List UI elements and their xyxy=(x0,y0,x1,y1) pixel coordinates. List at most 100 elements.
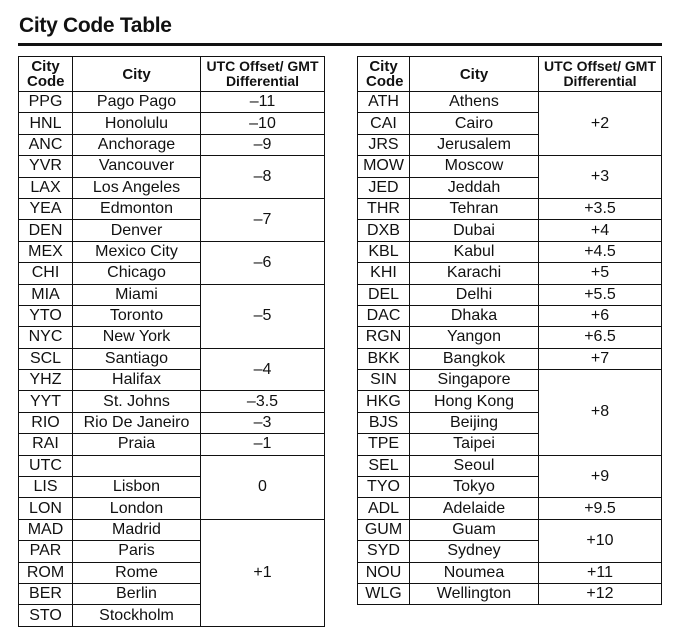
city-code: THR xyxy=(357,197,410,221)
city-code: YHZ xyxy=(18,369,73,392)
city-code: RIO xyxy=(18,411,73,435)
city-name: Wellington xyxy=(409,582,539,606)
city-code: CHI xyxy=(18,262,73,285)
city-code: GUM xyxy=(357,518,410,542)
city-code: NOU xyxy=(357,561,410,584)
city-name: Tehran xyxy=(409,197,539,221)
utc-offset: –3.5 xyxy=(200,390,325,413)
utc-offset: +9 xyxy=(538,454,662,499)
city-code: LAX xyxy=(18,176,73,199)
city-name: Lisbon xyxy=(72,476,201,499)
table-row: LIS Lisbon xyxy=(18,476,325,499)
table-row: PAR Paris xyxy=(18,540,325,563)
city-name: Rio De Janeiro xyxy=(72,411,201,435)
city-code: ATH xyxy=(357,90,410,114)
city-code: SIN xyxy=(357,369,410,392)
utc-offset: +1 xyxy=(200,518,325,627)
city-name: Vancouver xyxy=(72,155,201,178)
city-name: Santiago xyxy=(72,347,201,371)
table-row: CAI Cairo xyxy=(357,112,662,135)
utc-offset: +6 xyxy=(538,304,662,328)
utc-offset: +5 xyxy=(538,262,662,285)
utc-offset: +10 xyxy=(538,518,662,563)
city-name: Seoul xyxy=(409,454,539,478)
table-row: CHI Chicago xyxy=(18,262,325,285)
table-row: ANC Anchorage –9 xyxy=(18,133,325,157)
table-row: YYT St. Johns –3.5 xyxy=(18,390,325,413)
city-name: Berlin xyxy=(72,582,201,606)
header-cell: City xyxy=(409,56,539,92)
city-name: Los Angeles xyxy=(72,176,201,199)
city-name: Edmonton xyxy=(72,197,201,221)
city-name: Praia xyxy=(72,433,201,456)
table-row: DXB Dubai +4 xyxy=(357,219,662,242)
utc-offset: –6 xyxy=(200,240,325,285)
city-name: Guam xyxy=(409,518,539,542)
city-code: WLG xyxy=(357,582,410,606)
city-code: BKK xyxy=(357,347,410,371)
utc-offset: +3.5 xyxy=(538,197,662,221)
city-code: SEL xyxy=(357,454,410,478)
table-row: YEA Edmonton –7 xyxy=(18,197,325,242)
utc-offset: +12 xyxy=(538,582,662,606)
utc-offset: +6.5 xyxy=(538,326,662,349)
city-name: Honolulu xyxy=(72,112,201,135)
city-code: RAI xyxy=(18,433,73,456)
city-name: Moscow xyxy=(409,155,539,178)
title-rule xyxy=(18,43,662,46)
header-row: City Code City UTC Offset/ GMT Different… xyxy=(18,56,325,92)
city-name: Noumea xyxy=(409,561,539,584)
city-name: Bangkok xyxy=(409,347,539,371)
table-row: BKK Bangkok +7 xyxy=(357,347,662,371)
city-code: PAR xyxy=(18,540,73,563)
city-code: PPG xyxy=(18,90,73,114)
city-code: YYT xyxy=(18,390,73,413)
city-name: Tokyo xyxy=(409,476,539,499)
city-code: YEA xyxy=(18,197,73,221)
city-code: ADL xyxy=(357,497,410,520)
city-code: BER xyxy=(18,582,73,606)
city-name: Denver xyxy=(72,219,201,242)
city-code: HNL xyxy=(18,112,73,135)
city-name: Jerusalem xyxy=(409,133,539,157)
city-code: JED xyxy=(357,176,410,199)
city-name: St. Johns xyxy=(72,390,201,413)
city-name: Kabul xyxy=(409,240,539,264)
city-code: MOW xyxy=(357,155,410,178)
header-cell: City xyxy=(72,56,201,92)
city-code: RGN xyxy=(357,326,410,349)
utc-offset: –11 xyxy=(200,90,325,114)
city-code: TYO xyxy=(357,476,410,499)
city-code: DEN xyxy=(18,219,73,242)
table-row: ROM Rome xyxy=(18,561,325,584)
table-row: ADL Adelaide +9.5 xyxy=(357,497,662,520)
utc-offset: –7 xyxy=(200,197,325,242)
city-code: BJS xyxy=(357,411,410,435)
city-name: Dubai xyxy=(409,219,539,242)
utc-offset: +4.5 xyxy=(538,240,662,264)
utc-offset: –4 xyxy=(200,347,325,392)
utc-offset: +9.5 xyxy=(538,497,662,520)
city-code: CAI xyxy=(357,112,410,135)
table-row: MEX Mexico City –6 xyxy=(18,240,325,285)
city-code: MIA xyxy=(18,283,73,306)
city-name: Toronto xyxy=(72,304,201,328)
table-row: DAC Dhaka +6 xyxy=(357,304,662,328)
city-code: STO xyxy=(18,604,73,627)
table-row: YVR Vancouver –8 xyxy=(18,155,325,199)
utc-offset: –1 xyxy=(200,433,325,456)
city-name: Halifax xyxy=(72,369,201,392)
utc-offset: –9 xyxy=(200,133,325,157)
city-name: Mexico City xyxy=(72,240,201,264)
city-code: MAD xyxy=(18,518,73,542)
header-cell: City Code xyxy=(18,56,73,92)
table-row: TPE Taipei xyxy=(357,433,662,456)
city-name xyxy=(72,454,201,478)
utc-offset: –3 xyxy=(200,411,325,435)
city-code: SCL xyxy=(18,347,73,371)
table-row: SIN Singapore +8 xyxy=(357,369,662,456)
city-name: Rome xyxy=(72,561,201,584)
city-name: Sydney xyxy=(409,540,539,563)
table-row: BJS Beijing xyxy=(357,411,662,435)
table-row: TYO Tokyo xyxy=(357,476,662,499)
